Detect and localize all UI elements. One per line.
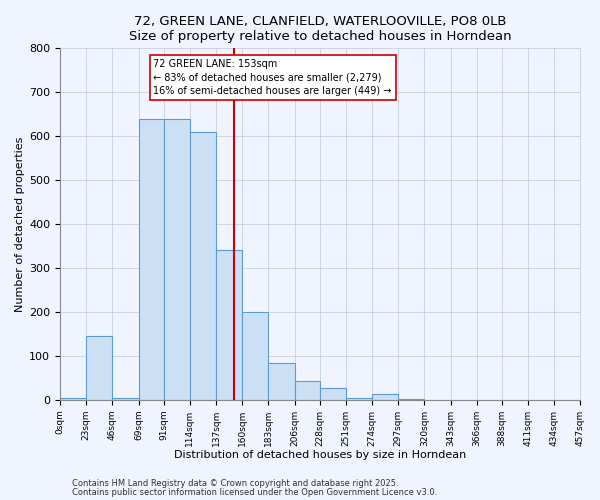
- Bar: [164, 118, 190, 400]
- Bar: [295, 382, 320, 400]
- Bar: [86, 336, 112, 400]
- Bar: [268, 364, 295, 400]
- Text: Contains HM Land Registry data © Crown copyright and database right 2025.: Contains HM Land Registry data © Crown c…: [72, 479, 398, 488]
- Bar: [320, 388, 346, 400]
- Bar: [139, 118, 164, 400]
- Text: 72 GREEN LANE: 153sqm
← 83% of detached houses are smaller (2,279)
16% of semi-d: 72 GREEN LANE: 153sqm ← 83% of detached …: [154, 60, 392, 96]
- Text: Contains public sector information licensed under the Open Government Licence v3: Contains public sector information licen…: [72, 488, 437, 497]
- Bar: [372, 394, 398, 400]
- Y-axis label: Number of detached properties: Number of detached properties: [15, 136, 25, 312]
- Bar: [346, 398, 372, 400]
- Bar: [60, 398, 86, 400]
- Bar: [398, 399, 424, 400]
- Title: 72, GREEN LANE, CLANFIELD, WATERLOOVILLE, PO8 0LB
Size of property relative to d: 72, GREEN LANE, CLANFIELD, WATERLOOVILLE…: [129, 15, 512, 43]
- Bar: [216, 250, 242, 400]
- X-axis label: Distribution of detached houses by size in Horndean: Distribution of detached houses by size …: [174, 450, 466, 460]
- Bar: [242, 312, 268, 400]
- Bar: [190, 132, 216, 400]
- Bar: [112, 398, 139, 400]
